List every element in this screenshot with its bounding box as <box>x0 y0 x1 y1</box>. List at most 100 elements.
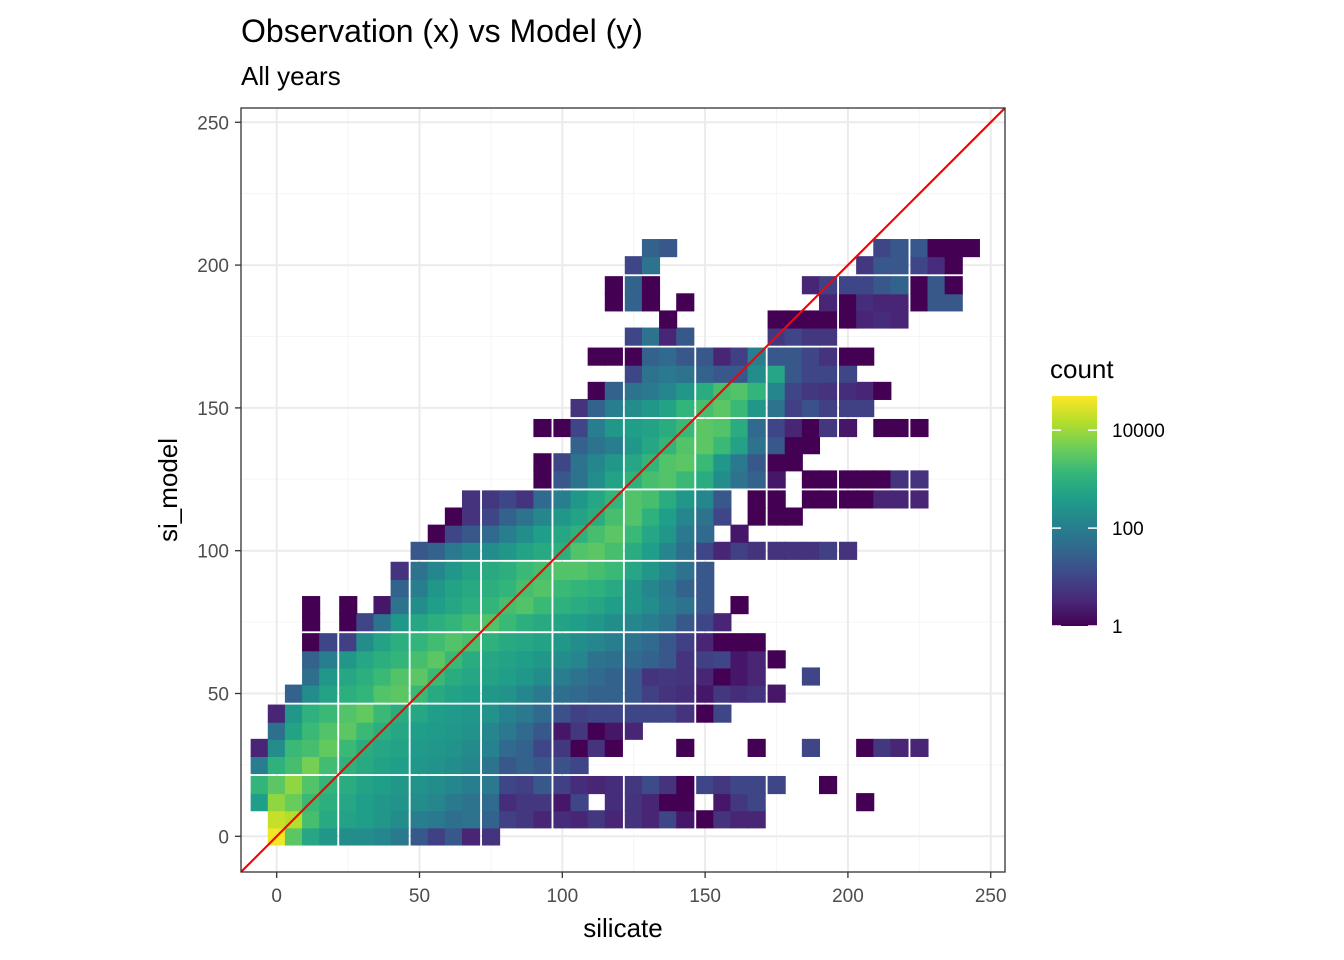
heatmap-cell <box>516 775 535 795</box>
heatmap-cell <box>533 596 552 615</box>
heatmap-cell <box>339 596 358 615</box>
heatmap-cell <box>481 524 501 543</box>
heatmap-cell <box>444 561 464 580</box>
heatmap-cell <box>587 704 606 723</box>
heatmap-cell <box>587 453 606 472</box>
heatmap-cell <box>641 256 661 275</box>
heatmap-cell <box>624 561 643 580</box>
heatmap-cell <box>767 364 786 383</box>
heatmap-cell <box>696 613 715 632</box>
heatmap-cell <box>570 738 589 757</box>
heatmap-cell <box>873 256 892 275</box>
heatmap-cell <box>339 650 358 669</box>
heatmap-cell <box>373 755 392 775</box>
heatmap-cell <box>818 381 838 400</box>
heatmap-cell <box>339 793 358 812</box>
heatmap-cell <box>570 436 589 455</box>
heatmap-cell <box>570 613 589 632</box>
heatmap-cell <box>818 398 838 418</box>
heatmap-cell <box>516 490 535 509</box>
heatmap-cell <box>801 541 821 560</box>
heatmap-cell <box>570 596 589 615</box>
heatmap-cell <box>624 381 643 400</box>
heatmap-cell <box>481 490 501 509</box>
heatmap-cell <box>302 775 321 795</box>
heatmap-cell <box>481 684 501 703</box>
heatmap-cell <box>461 667 481 686</box>
heatmap-cell <box>553 793 572 812</box>
heatmap-cell <box>570 704 589 723</box>
heatmap-cell <box>604 418 623 438</box>
heatmap-cell <box>604 561 623 580</box>
heatmap-cell <box>481 827 501 846</box>
heatmap-cell <box>730 347 749 366</box>
heatmap-cell <box>641 436 661 455</box>
heatmap-cell <box>461 524 481 543</box>
heatmap-cell <box>499 684 518 703</box>
heatmap-cell <box>696 436 715 455</box>
heatmap-cell <box>818 327 838 346</box>
heatmap-cell <box>461 561 481 580</box>
heatmap-cell <box>838 418 858 438</box>
heatmap-cell <box>641 507 661 526</box>
heatmap-cell <box>624 667 643 686</box>
heatmap-cell <box>696 810 715 829</box>
heatmap-cell <box>390 775 409 795</box>
heatmap-cell <box>676 470 695 489</box>
heatmap-cell <box>570 507 589 526</box>
heatmap-cell <box>410 721 429 740</box>
heatmap-cell <box>553 561 572 580</box>
heatmap-cell <box>641 418 661 438</box>
heatmap-cell <box>659 310 678 329</box>
heatmap-cell <box>587 775 606 795</box>
heatmap-cell <box>890 276 909 295</box>
heatmap-cell <box>624 327 643 346</box>
heatmap-cell <box>696 524 715 543</box>
heatmap-cell <box>444 613 464 632</box>
reference-line-group <box>240 107 1006 873</box>
heatmap-cell <box>696 507 715 526</box>
heatmap-cell <box>570 561 589 580</box>
heatmap-cell <box>284 755 304 775</box>
heatmap-cell <box>427 810 446 829</box>
heatmap-cell <box>410 775 429 795</box>
heatmap-cell <box>818 310 838 329</box>
heatmap-cell <box>516 793 535 812</box>
heatmap-cell <box>339 775 358 795</box>
heatmap-cell <box>818 541 838 560</box>
heatmap-cell <box>427 755 446 775</box>
heatmap-cell <box>481 596 501 615</box>
heatmap-cell <box>533 704 552 723</box>
heatmap-cell <box>784 347 803 366</box>
heatmap-cell <box>944 276 963 295</box>
heatmap-cell <box>390 793 409 812</box>
heatmap-cell <box>587 381 606 400</box>
heatmap-cell <box>604 524 623 543</box>
heatmap-cell <box>641 276 661 295</box>
heatmap-cell <box>676 561 695 580</box>
heatmap-cell <box>587 578 606 598</box>
heatmap-cell <box>427 596 446 615</box>
heatmap-cell <box>659 490 678 509</box>
heatmap-cell <box>250 775 269 795</box>
heatmap-cell <box>390 827 409 846</box>
heatmap-cell <box>784 436 803 455</box>
heatmap-cell <box>641 398 661 418</box>
heatmap-cell <box>533 490 552 509</box>
heatmap-cell <box>587 721 606 740</box>
heatmap-cell <box>516 650 535 669</box>
heatmap-cell <box>339 667 358 686</box>
heatmap-cell <box>747 775 766 795</box>
heatmap-cell <box>641 650 661 669</box>
heatmap-cell <box>927 276 946 295</box>
heatmap-cell <box>713 775 732 795</box>
heatmap-cell <box>604 596 623 615</box>
heatmap-cell <box>890 310 909 329</box>
heatmap-cell <box>641 793 661 812</box>
heatmap-cell <box>767 381 786 400</box>
heatmap-cell <box>910 418 929 438</box>
heatmap-cell <box>410 704 429 723</box>
heatmap-cell <box>624 256 643 275</box>
heatmap-cell <box>624 276 643 295</box>
heatmap-cell <box>659 704 678 723</box>
